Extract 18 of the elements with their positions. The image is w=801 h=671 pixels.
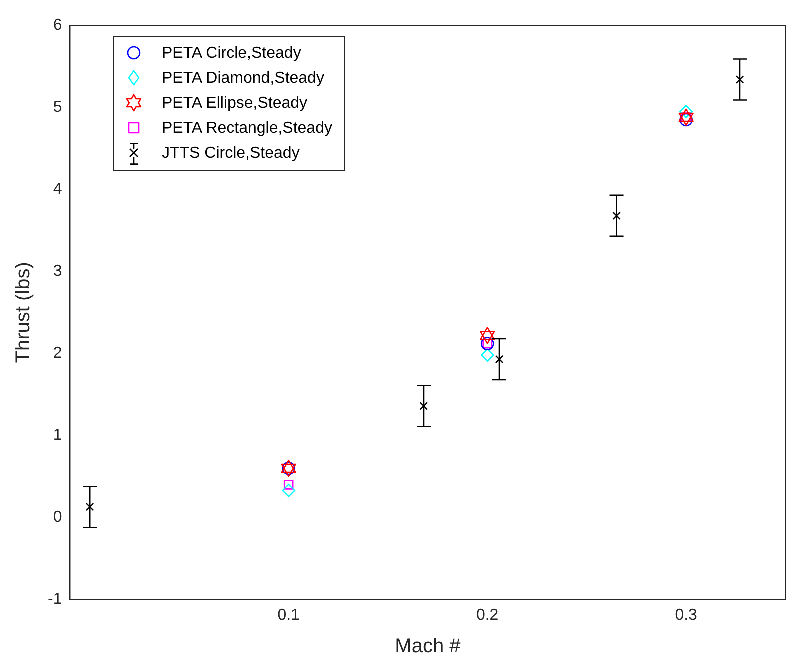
y-tick-label: 0: [53, 509, 62, 526]
legend-label: PETA Circle,Steady: [162, 44, 302, 62]
y-tick-label: 4: [53, 181, 62, 198]
y-tick-label: 6: [53, 17, 62, 34]
x-tick-label: 0.1: [278, 606, 300, 624]
legend-label: PETA Ellipse,Steady: [162, 94, 308, 112]
x-axis-title: Mach #: [395, 636, 462, 658]
y-tick-label: -1: [48, 591, 62, 608]
x-tick-label: 0.2: [476, 606, 499, 624]
legend-label: PETA Rectangle,Steady: [162, 120, 332, 138]
y-tick-label: 5: [53, 99, 62, 116]
y-axis-title: Thrust (lbs): [12, 262, 35, 364]
legend-label: PETA Diamond,Steady: [162, 70, 324, 88]
y-tick-label: 3: [53, 263, 62, 280]
x-tick-label: 0.3: [675, 606, 698, 624]
y-tick-label: 1: [53, 427, 62, 444]
legend-label: JTTS Circle,Steady: [162, 144, 300, 162]
y-tick-label: 2: [53, 345, 62, 362]
